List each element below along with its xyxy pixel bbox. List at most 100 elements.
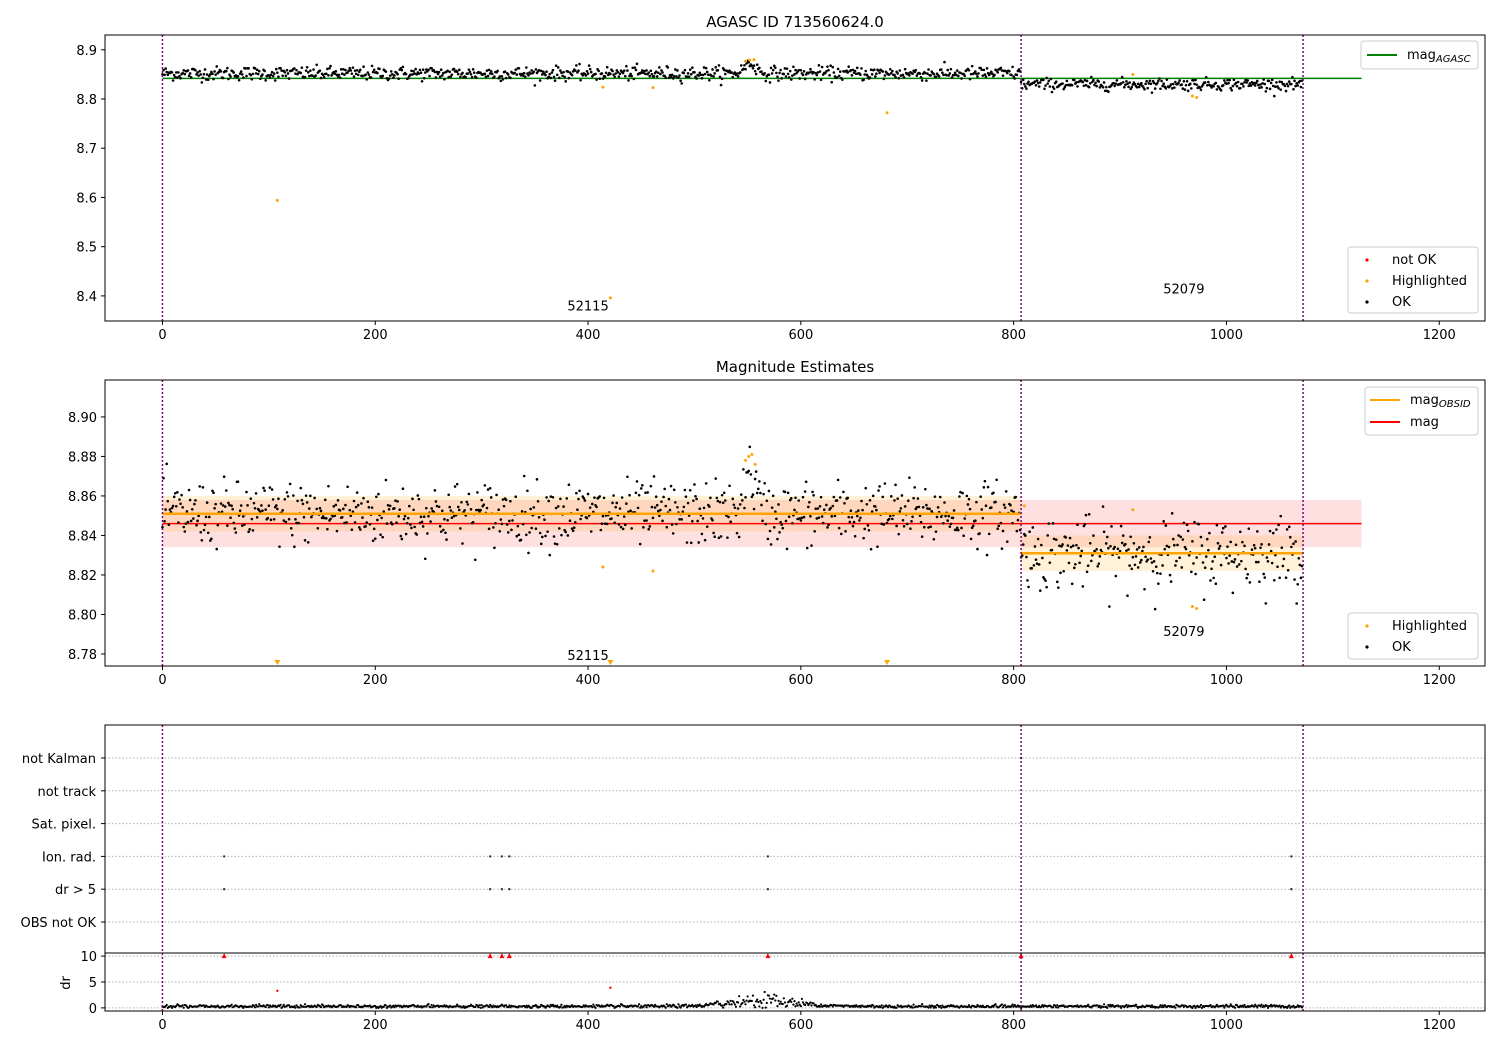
dr-point (382, 1005, 385, 1008)
data-point (767, 489, 771, 493)
data-point (716, 499, 720, 503)
data-point (250, 78, 254, 81)
data-point (1085, 570, 1089, 574)
data-point (1266, 560, 1270, 563)
data-point (597, 69, 600, 73)
data-point (695, 497, 698, 501)
data-point (747, 60, 751, 64)
highlighted-point (1195, 96, 1199, 100)
data-point (1025, 555, 1028, 559)
data-point (960, 526, 963, 530)
data-point (1292, 87, 1295, 91)
data-point (446, 69, 449, 73)
data-point (1000, 547, 1004, 550)
data-point (469, 72, 473, 76)
data-point (797, 68, 801, 72)
legend-label: OK (1392, 640, 1411, 655)
data-point (672, 488, 676, 492)
data-point (1052, 87, 1056, 90)
data-point (789, 78, 793, 81)
highlighted-point (1131, 72, 1135, 76)
data-point (585, 69, 589, 73)
dr-point (746, 995, 749, 998)
data-point (889, 71, 893, 75)
data-point (817, 64, 821, 67)
data-point (639, 487, 643, 490)
dr-point (778, 1002, 781, 1006)
highlighted-point (601, 565, 605, 569)
data-point (381, 535, 385, 539)
data-point (236, 480, 240, 483)
data-point (489, 496, 493, 499)
data-point (997, 524, 1001, 528)
data-point (1136, 566, 1140, 569)
data-point (348, 508, 352, 512)
data-point (351, 66, 355, 69)
data-point (272, 72, 276, 75)
data-point (732, 503, 736, 507)
data-point (283, 497, 287, 501)
data-point (571, 529, 575, 533)
data-point (682, 505, 686, 509)
data-point (471, 68, 475, 71)
dr-point (479, 1006, 482, 1009)
dr-point (480, 1004, 483, 1007)
data-point (299, 71, 303, 75)
data-point (926, 507, 929, 510)
data-point (1243, 80, 1246, 84)
data-point (1210, 567, 1213, 571)
clipped-dr-marker (221, 953, 227, 959)
data-point (212, 77, 215, 81)
data-point (1228, 554, 1231, 557)
data-point (385, 522, 389, 525)
data-point (357, 70, 361, 74)
dr-point (560, 1003, 563, 1006)
dr-point (785, 1004, 789, 1007)
data-point (646, 491, 649, 494)
dr-point (809, 1001, 812, 1004)
data-point (915, 74, 919, 77)
data-point (1299, 85, 1303, 89)
y-tick-label: 8.80 (68, 608, 97, 623)
dr-point (315, 1005, 318, 1009)
data-point (787, 76, 791, 79)
data-point (181, 506, 184, 509)
data-point (943, 60, 946, 64)
data-point (1065, 79, 1069, 83)
data-point (808, 71, 811, 74)
data-point (552, 535, 556, 538)
data-point (623, 523, 627, 527)
data-point (257, 69, 261, 73)
data-point (1143, 87, 1146, 91)
data-point (1162, 82, 1165, 86)
data-point (560, 71, 563, 75)
data-point (1088, 81, 1092, 85)
data-point (780, 77, 784, 80)
dr-point (1199, 1003, 1203, 1007)
data-point (664, 504, 668, 508)
data-point (1204, 75, 1208, 79)
data-point (635, 62, 639, 66)
data-point (974, 70, 977, 73)
data-point (193, 502, 196, 506)
dr-point (1012, 1005, 1015, 1008)
data-point (549, 76, 553, 80)
dr-point (427, 1002, 430, 1006)
data-point (768, 529, 772, 533)
data-point (534, 527, 538, 530)
data-point (844, 530, 847, 533)
data-point (196, 519, 199, 523)
data-point (614, 72, 618, 75)
data-point (1108, 605, 1111, 608)
data-point (318, 506, 322, 510)
dr-point (940, 1006, 943, 1009)
data-point (584, 74, 588, 77)
legend-marker (1365, 645, 1369, 649)
data-point (537, 68, 541, 72)
data-point (186, 520, 190, 524)
data-point (1175, 559, 1178, 563)
data-point (361, 516, 364, 519)
data-point (233, 527, 237, 530)
data-point (917, 505, 921, 509)
dr-point (181, 1004, 184, 1007)
